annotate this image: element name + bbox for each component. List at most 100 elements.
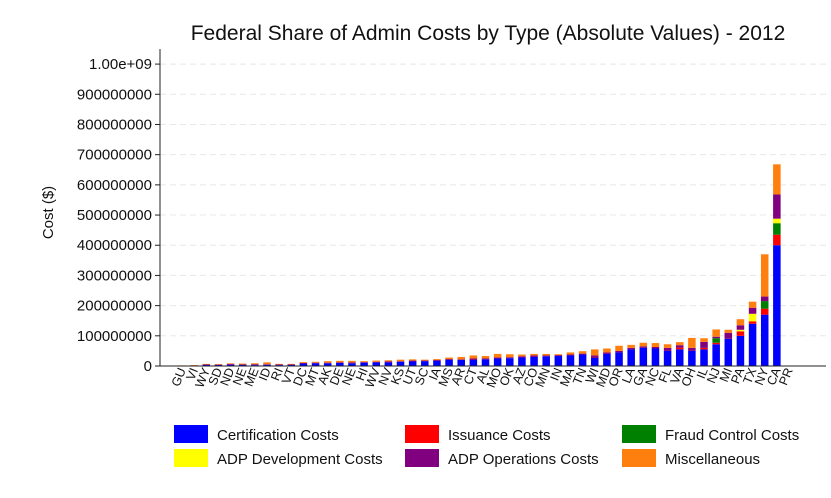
x-tick-label: MT xyxy=(303,366,323,388)
bar-segment-adp-operations-costs-or xyxy=(615,350,623,353)
x-tick-label: NJ xyxy=(704,366,723,385)
bar-segment-miscellaneous-pa xyxy=(736,319,745,326)
bar-segment-certification-costs-nv xyxy=(384,362,393,366)
bar-segment-certification-costs-tn xyxy=(578,354,587,366)
x-tick-label: IN xyxy=(547,366,565,383)
bar-segment-miscellaneous-nc xyxy=(651,343,660,347)
bar-segment-miscellaneous-tx xyxy=(748,301,757,308)
bar-segment-miscellaneous-vt xyxy=(287,363,296,365)
bar-segment-adp-operations-costs-ms xyxy=(445,359,453,360)
legend-swatch xyxy=(405,449,439,467)
bar-segment-certification-costs-in xyxy=(554,356,563,366)
bar-segment-issuance-costs-ca xyxy=(773,234,781,246)
bar-segment-fraud-control-costs-nj xyxy=(712,338,720,343)
bar-segment-adp-operations-costs-md xyxy=(603,352,611,354)
y-tick-label: 500000000 xyxy=(77,207,152,224)
bar-segment-miscellaneous-mi xyxy=(724,329,733,333)
bar-segment-certification-costs-nj xyxy=(712,344,720,366)
bar-segment-miscellaneous-de xyxy=(336,360,344,363)
x-tick-label: CO xyxy=(521,366,541,389)
x-tick-label: IL xyxy=(694,366,711,381)
x-tick-label: VA xyxy=(668,365,687,385)
bar-segment-adp-operations-costs-wy xyxy=(202,364,211,365)
bar-segment-adp-operations-costs-tn xyxy=(578,353,587,355)
x-tick-label: VT xyxy=(279,366,298,386)
bar-segment-certification-costs-mn xyxy=(542,356,550,366)
x-tick-label: MS xyxy=(436,366,456,389)
bar-segment-issuance-costs-il xyxy=(700,347,708,350)
bar-segment-miscellaneous-ct xyxy=(469,355,478,359)
bar-segment-miscellaneous-ne xyxy=(348,360,356,363)
bar-segment-certification-costs-sd xyxy=(214,364,223,366)
bar-segment-certification-costs-mo xyxy=(493,358,502,366)
bar-segment-miscellaneous-ar xyxy=(457,356,465,360)
x-tick-label: OR xyxy=(606,366,626,389)
bar-segment-adp-operations-costs-ks xyxy=(396,361,405,362)
bar-segment-certification-costs-nd xyxy=(226,364,235,366)
bar-segment-adp-operations-costs-nc xyxy=(651,346,660,349)
bar-segment-adp-operations-costs-ne xyxy=(238,364,247,365)
x-tick-label: ND xyxy=(218,366,238,388)
bar-segment-adp-operations-costs-wi xyxy=(590,355,599,357)
bar-segment-certification-costs-ca xyxy=(773,245,781,366)
x-tick-label: FL xyxy=(656,366,674,385)
bar-segment-issuance-costs-nj xyxy=(712,342,720,345)
bar-segment-adp-operations-costs-ar xyxy=(457,359,465,360)
bar-segment-miscellaneous-ca xyxy=(773,164,781,195)
x-tick-label: MI xyxy=(717,366,735,384)
bar-segment-adp-operations-costs-mn xyxy=(542,355,550,357)
bar-segment-certification-costs-or xyxy=(615,352,623,366)
legend-label: Fraud Control Costs xyxy=(665,427,799,444)
bar-segment-adp-operations-costs-tx xyxy=(748,307,757,314)
bar-segment-certification-costs-va xyxy=(675,349,684,366)
bar-segment-miscellaneous-ok xyxy=(506,354,514,358)
bar-segment-adp-development-costs-ca xyxy=(773,218,781,224)
bar-segment-adp-operations-costs-ak xyxy=(323,362,332,364)
bar-segment-issuance-costs-wi xyxy=(590,356,599,358)
x-tick-label: ME xyxy=(242,366,262,389)
y-tick-label: 200000000 xyxy=(77,298,152,315)
bar-segment-certification-costs-nc xyxy=(651,348,660,366)
bar-segment-adp-operations-costs-wv xyxy=(372,361,381,363)
bar-segment-miscellaneous-md xyxy=(603,348,611,353)
bar-segment-miscellaneous-nd xyxy=(226,363,235,364)
axes xyxy=(159,49,826,367)
bar-segment-adp-operations-costs-co xyxy=(530,355,538,357)
x-tick-label: NE xyxy=(230,366,249,387)
bar-segment-miscellaneous-nj xyxy=(712,329,720,337)
bar-segment-certification-costs-ct xyxy=(469,359,478,366)
bar-segment-miscellaneous-co xyxy=(530,353,538,356)
bar-segment-certification-costs-ne xyxy=(238,364,247,366)
bar-segment-adp-operations-costs-vt xyxy=(287,364,296,365)
bar-segment-miscellaneous-wy xyxy=(202,363,211,365)
bar-segment-adp-operations-costs-ok xyxy=(506,357,514,359)
x-tick-label: NY xyxy=(752,365,772,387)
x-tick-label: PA xyxy=(728,365,747,385)
bar-segment-certification-costs-ma xyxy=(566,355,575,366)
bar-segment-issuance-costs-tx xyxy=(748,321,757,324)
legend-swatch xyxy=(622,449,656,467)
bar-segment-adp-operations-costs-de xyxy=(336,362,344,363)
bar-segment-certification-costs-wv xyxy=(372,362,381,366)
bar-segment-miscellaneous-nv xyxy=(384,360,393,362)
x-tick-label: PR xyxy=(776,366,795,387)
bar-segment-miscellaneous-ak xyxy=(323,361,332,363)
x-tick-label: SC xyxy=(412,366,431,387)
bar-segment-miscellaneous-tn xyxy=(578,351,587,354)
x-tick-label: NC xyxy=(642,366,662,388)
bar-segment-adp-operations-costs-sd xyxy=(214,364,223,366)
bar-segment-adp-operations-costs-ne xyxy=(348,362,356,364)
x-tick-label: AK xyxy=(315,365,334,386)
bar-segment-fraud-control-costs-ny xyxy=(760,301,769,309)
bar-segment-miscellaneous-ny xyxy=(760,254,769,297)
x-tick-label: LA xyxy=(619,365,638,385)
bar-segment-adp-operations-costs-ma xyxy=(566,354,575,356)
bar-segment-adp-operations-costs-al xyxy=(481,358,490,360)
grid-lines xyxy=(160,63,826,337)
bar-segment-miscellaneous-az xyxy=(518,354,526,357)
bar-segment-miscellaneous-hi xyxy=(360,361,368,363)
bar-segment-miscellaneous-ms xyxy=(445,357,453,360)
bar-segment-miscellaneous-mo xyxy=(493,353,502,358)
bar-segment-adp-operations-costs-mo xyxy=(493,357,502,359)
